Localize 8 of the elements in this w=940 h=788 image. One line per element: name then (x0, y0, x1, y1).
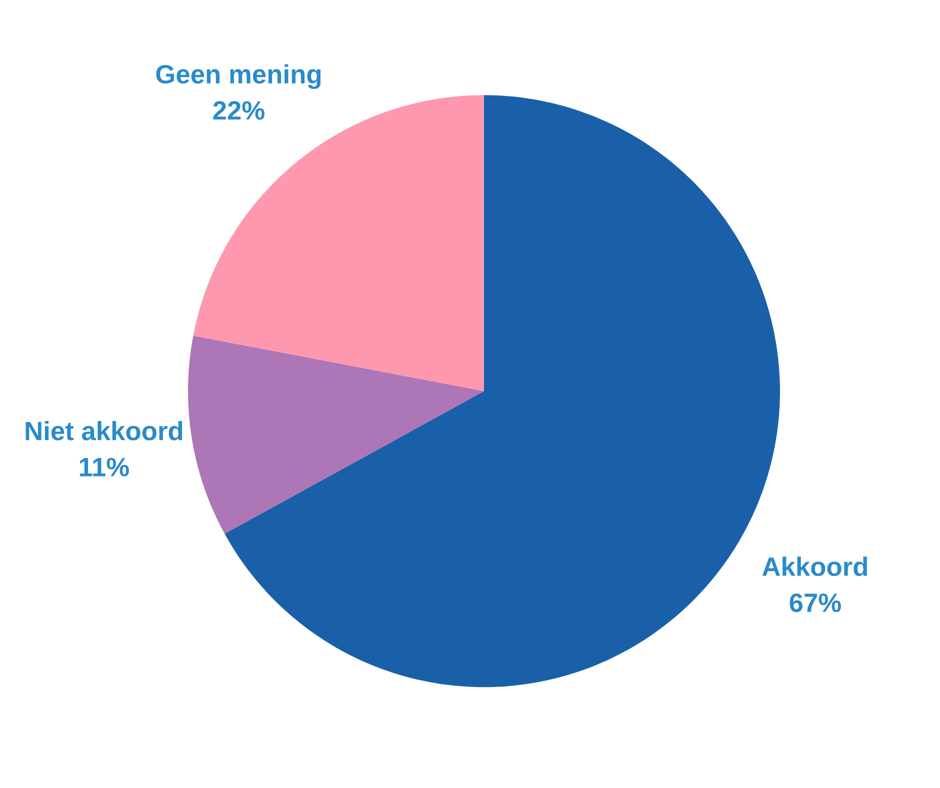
slice-label: Geen mening (156, 64, 321, 89)
data-label: 67% (790, 593, 841, 612)
data-label: 22% (213, 101, 264, 120)
pie-slice (188, 336, 484, 534)
slice-label: Niet akkoord (26, 420, 182, 440)
data-label: 11% (80, 458, 129, 476)
slice-label: Akkoord (762, 556, 867, 576)
pie-slice (193, 95, 484, 392)
